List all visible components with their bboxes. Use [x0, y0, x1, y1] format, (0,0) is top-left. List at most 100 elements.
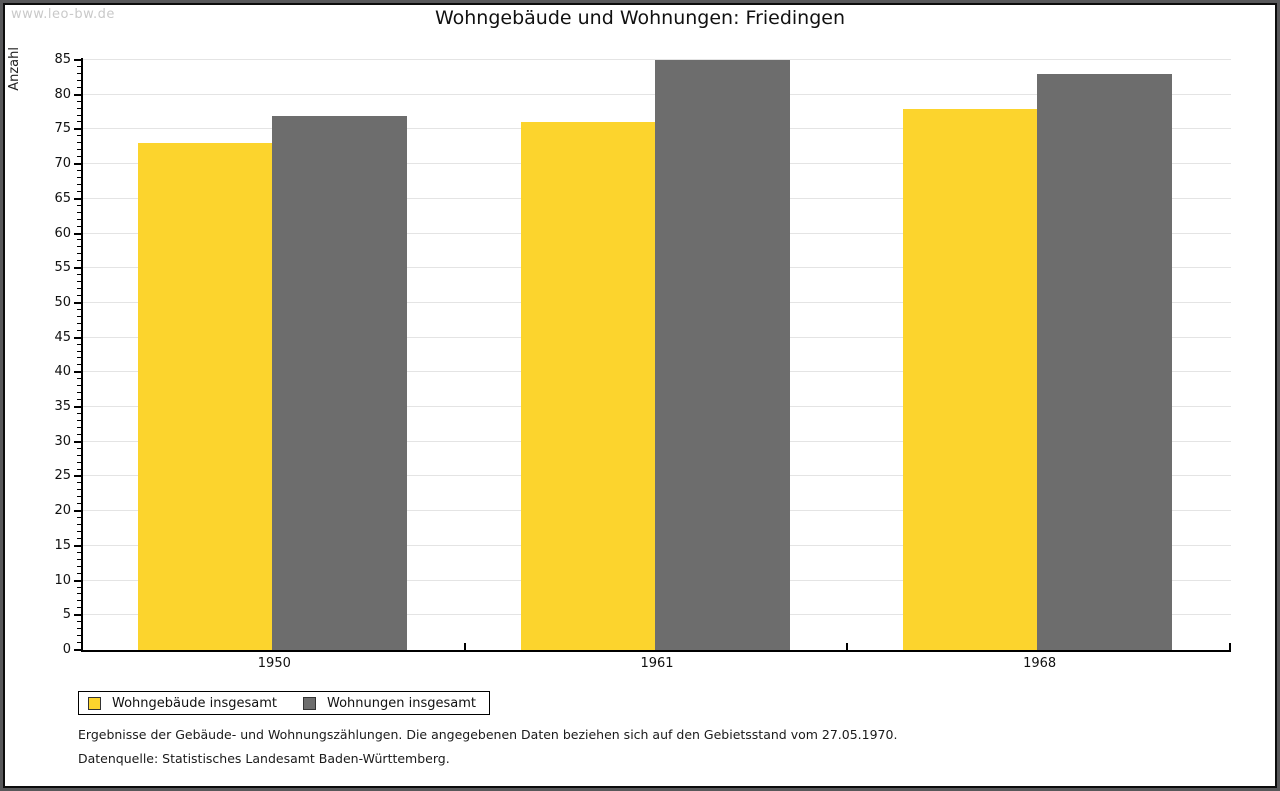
y-minor-tick: [77, 600, 81, 602]
x-category-label-1961: 1961: [640, 656, 674, 671]
y-minor-tick: [77, 218, 81, 220]
bar-wohngebäude-1961: [520, 122, 655, 650]
y-major-tick-75: [74, 128, 81, 131]
y-minor-tick: [77, 260, 81, 262]
x-boundary-tick-3: [1229, 643, 1231, 650]
y-major-tick-0: [74, 649, 81, 651]
y-tick-label-45: 45: [54, 329, 71, 345]
y-minor-tick: [77, 461, 81, 463]
y-minor-tick: [77, 190, 81, 192]
y-tick-label-15: 15: [54, 537, 71, 553]
y-minor-tick: [77, 183, 81, 185]
y-minor-tick: [77, 308, 81, 310]
y-minor-tick: [77, 635, 81, 637]
legend-label: Wohnungen insgesamt: [327, 695, 476, 711]
y-major-tick-60: [74, 232, 81, 235]
y-axis-title: Anzahl: [7, 47, 22, 91]
y-major-tick-35: [74, 406, 81, 409]
y-tick-label-5: 5: [62, 607, 71, 623]
plot-area: 0 5 10 15 20 25 30 35 40 45 50 55 60 65 70 75 80 85 1950 19…: [54, 52, 1231, 671]
y-minor-tick: [77, 72, 81, 74]
bar-wohnungen-1968: [1037, 73, 1173, 650]
y-major-tick-30: [74, 440, 81, 443]
y-minor-tick: [77, 79, 81, 81]
y-minor-tick: [77, 204, 81, 206]
y-minor-tick: [77, 177, 81, 178]
y-tick-label-75: 75: [54, 121, 71, 137]
y-minor-tick: [77, 419, 81, 421]
footnote-line-1: Ergebnisse der Gebäude- und Wohnungszähl…: [78, 727, 898, 742]
y-minor-tick: [77, 551, 81, 553]
y-major-tick-70: [74, 163, 81, 166]
y-minor-tick: [77, 295, 81, 296]
x-boundary-tick-2: [846, 643, 848, 650]
y-major-tick-10: [74, 579, 81, 582]
y-minor-tick: [77, 322, 81, 324]
y-major-tick-15: [74, 544, 81, 547]
legend-box: Wohngebäude insgesamt Wohnungen insgesamt: [78, 691, 490, 715]
y-minor-tick: [77, 343, 81, 345]
chart-title: Wohngebäude und Wohnungen: Friedingen: [434, 7, 846, 29]
y-minor-tick: [77, 558, 81, 560]
x-category-label-1950: 1950: [257, 656, 291, 671]
y-minor-tick: [77, 399, 81, 401]
y-minor-tick: [77, 607, 81, 609]
y-minor-tick: [77, 621, 81, 623]
y-minor-tick: [77, 572, 81, 574]
y-minor-tick: [77, 65, 81, 67]
y-minor-tick: [77, 385, 81, 387]
y-major-tick-20: [74, 510, 81, 513]
y-tick-label-0: 0: [62, 642, 71, 657]
y-minor-tick: [77, 142, 81, 144]
legend-swatch-icon: [303, 696, 316, 710]
y-minor-tick: [77, 468, 81, 470]
legend-entry-1: Wohngebäude insgesamt: [88, 696, 277, 711]
y-tick-label-50: 50: [54, 294, 71, 310]
y-minor-tick: [77, 170, 81, 172]
bar-wohnungen-1961: [654, 60, 790, 650]
y-minor-tick: [77, 246, 81, 248]
watermark: www.leo-bw.de: [11, 7, 115, 22]
y-major-tick-80: [74, 93, 81, 96]
y-minor-tick: [77, 531, 81, 532]
y-tick-label-20: 20: [54, 503, 71, 519]
y-tick-label-40: 40: [54, 364, 71, 380]
y-minor-tick: [77, 315, 81, 317]
y-minor-tick: [77, 454, 81, 456]
y-minor-tick: [77, 364, 81, 366]
x-category-label-1968: 1968: [1023, 656, 1057, 671]
y-tick-label-65: 65: [54, 190, 71, 206]
y-minor-tick: [77, 503, 81, 505]
y-minor-tick: [77, 565, 81, 567]
legend-swatch-icon: [88, 696, 101, 710]
y-minor-tick: [77, 288, 81, 290]
y-major-tick-45: [74, 336, 81, 339]
y-minor-tick: [77, 482, 81, 484]
footnote-line-2: Datenquelle: Statistisches Landesamt Bad…: [78, 751, 450, 766]
y-minor-tick: [77, 392, 81, 394]
y-minor-tick: [77, 253, 81, 255]
legend-entry-2: Wohnungen insgesamt: [303, 696, 476, 711]
y-minor-tick: [77, 329, 81, 331]
y-minor-tick: [77, 149, 81, 151]
y-minor-tick: [77, 413, 81, 414]
y-minor-tick: [77, 114, 81, 116]
y-minor-tick: [77, 274, 81, 276]
y-minor-tick: [77, 447, 81, 449]
y-minor-tick: [77, 517, 81, 519]
y-major-tick-55: [74, 267, 81, 270]
y-minor-tick: [77, 107, 81, 109]
y-major-tick-85: [74, 59, 81, 61]
y-major-tick-25: [74, 475, 81, 478]
y-minor-tick: [77, 86, 81, 88]
legend-label: Wohngebäude insgesamt: [112, 695, 277, 711]
y-minor-tick: [77, 156, 81, 158]
y-minor-tick: [77, 593, 81, 595]
y-minor-tick: [77, 281, 81, 283]
y-minor-tick: [77, 135, 81, 137]
y-major-tick-5: [74, 614, 81, 617]
bar-wohngebäude-1968: [903, 108, 1038, 650]
y-minor-tick: [77, 628, 81, 630]
bar-wohngebäude-1950: [138, 143, 272, 650]
y-minor-tick: [77, 586, 81, 588]
